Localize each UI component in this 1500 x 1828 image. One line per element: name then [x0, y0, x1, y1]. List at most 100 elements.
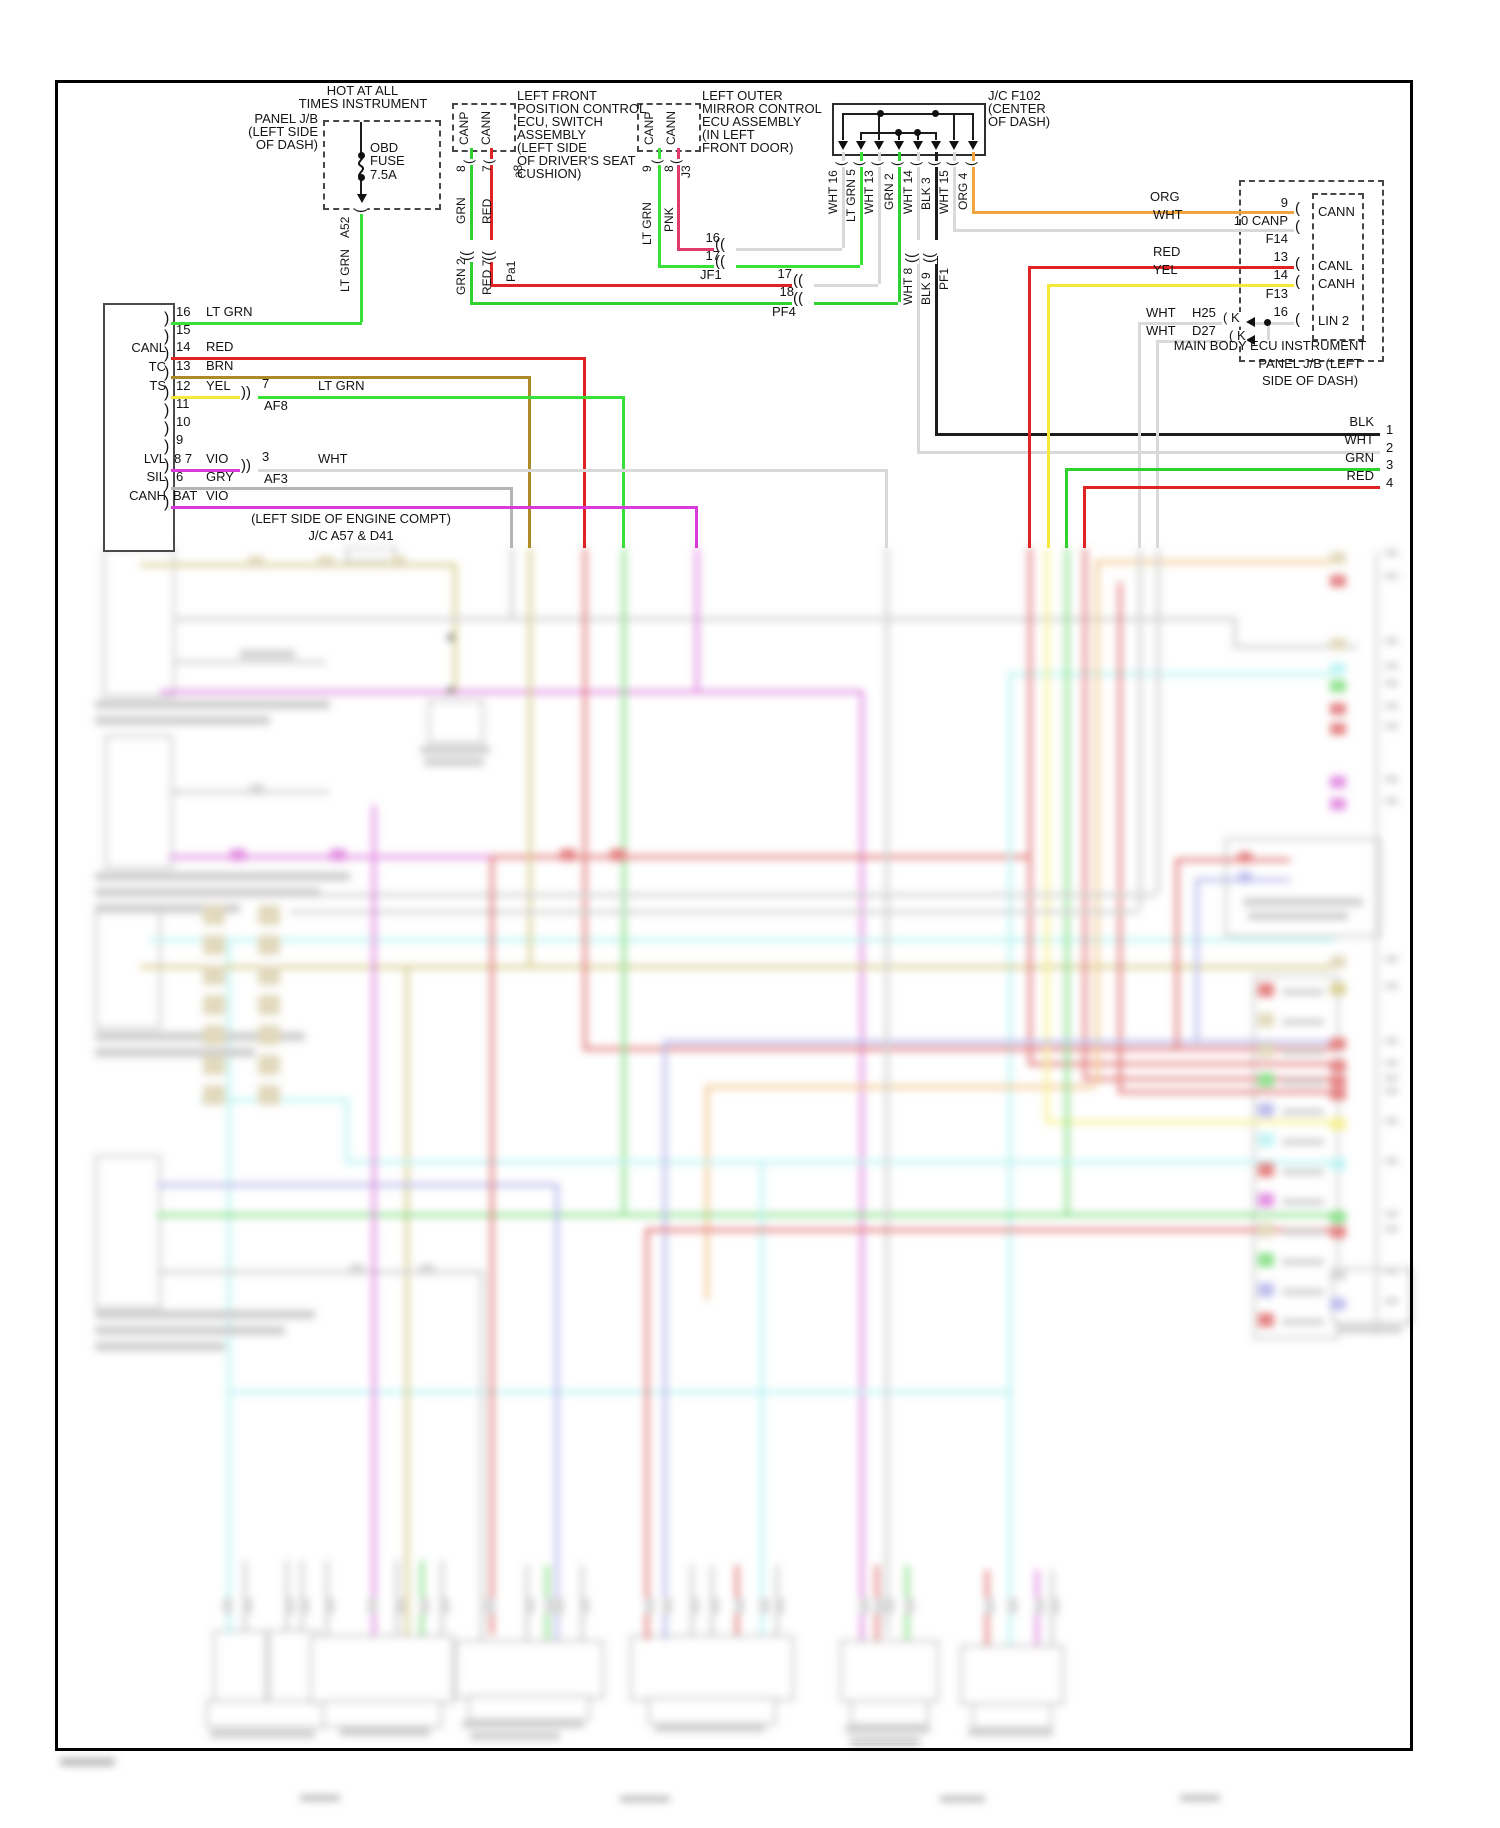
label: 18: [779, 284, 794, 299]
blurred-text-bar: [95, 888, 320, 897]
wire-cyn: [760, 1160, 764, 1635]
label: 16: [705, 230, 720, 245]
label: 10: [176, 414, 191, 429]
label: FUSE: [370, 153, 405, 168]
wire-yel: [1047, 284, 1050, 548]
label: YEL: [1153, 262, 1178, 277]
label: 4: [1386, 475, 1394, 490]
pin-block: [1258, 1313, 1274, 1327]
blurred-text-bar: [1385, 1118, 1398, 1124]
label: FRONT DOOR): [702, 140, 794, 155]
wire-cyn: [345, 1098, 349, 1160]
label: 6: [176, 469, 184, 484]
label: WHT 16: [826, 170, 840, 214]
pin-block: [203, 1025, 225, 1045]
pin-block: [775, 1598, 784, 1614]
component-box: [95, 1155, 161, 1309]
wire-vio: [169, 855, 490, 859]
blurred-text-bar: [1282, 1109, 1324, 1115]
wire-wht: [953, 152, 956, 229]
wire-yel: [1047, 284, 1294, 287]
wire-gry: [510, 548, 514, 617]
pin-block: [1258, 1253, 1274, 1267]
wire-gry: [176, 617, 1233, 621]
label: CANH: [129, 488, 166, 503]
label: SIDE OF DASH): [1261, 373, 1359, 388]
label: 10 CANP: [1233, 213, 1288, 228]
splice-symbol: ): [163, 494, 171, 511]
splice-symbol: (: [1294, 200, 1301, 217]
label: TIMES INSTRUMENT: [298, 96, 428, 111]
label: 2: [1386, 440, 1394, 455]
blurred-text-bar: [470, 1732, 560, 1740]
blurred-text-bar: [424, 758, 484, 766]
label: ECU, SWITCH: [517, 114, 603, 129]
pin-block: [645, 1598, 654, 1614]
wire-blu: [555, 1183, 559, 1640]
blurred-text-bar: [60, 1758, 115, 1766]
label: CANN: [479, 110, 493, 145]
wire-wht: [917, 256, 920, 451]
label: 7: [480, 165, 494, 172]
pin-block: [1330, 1038, 1346, 1050]
jc-a57-symbol: [346, 548, 396, 562]
blurred-text-bar: [1282, 1049, 1324, 1055]
wire-org: [705, 1085, 1095, 1089]
label: (CENTER: [988, 101, 1046, 116]
pin-block: [243, 1598, 252, 1614]
pin-block: [203, 965, 225, 985]
label: OBD: [370, 140, 399, 155]
label: CANH: [1318, 276, 1355, 291]
blurred-text-bar: [1282, 1199, 1324, 1205]
blurred-text-bar: [620, 1796, 670, 1802]
wire-gry: [1138, 548, 1142, 910]
pin-block: [1258, 1163, 1274, 1177]
label: CANN: [664, 110, 678, 145]
wire-blk: [972, 113, 974, 140]
wire-cyn: [227, 1390, 1008, 1394]
label: LIN 2: [1318, 313, 1350, 328]
splice-symbol: ((: [792, 290, 804, 307]
pin-block: [325, 1598, 334, 1614]
wire-wht: [953, 229, 1294, 232]
bottom-connector: [840, 1640, 939, 1702]
pin-block: [885, 1598, 894, 1614]
wire-vio: [695, 506, 698, 548]
wire-red: [583, 548, 587, 1047]
label: (LEFT SIDE OF ENGINE COMPT): [251, 511, 451, 526]
label: GRN 2: [454, 258, 468, 295]
wire-blu: [663, 1040, 667, 1640]
wire-khk: [405, 965, 409, 1635]
label: 9: [1280, 195, 1288, 210]
blurred-text-bar: [1282, 1319, 1324, 1325]
pin-block: [420, 1264, 434, 1275]
jc-f102-box: [832, 103, 986, 156]
pin-block: [203, 1085, 225, 1105]
wire-ltg: [658, 148, 661, 265]
label: ASSEMBLY: [517, 127, 587, 142]
pin-block: [1330, 798, 1346, 810]
wire-wht: [736, 248, 842, 251]
wire-ltg: [258, 396, 624, 399]
wire-khk: [140, 965, 1335, 969]
wire-red: [1028, 266, 1294, 269]
wire-cyn: [150, 938, 1335, 942]
wire-cyn: [1008, 672, 1335, 676]
pin-block: [1258, 1103, 1274, 1117]
pin-block: [875, 1598, 884, 1614]
pin-block: [1008, 1598, 1017, 1614]
splice-symbol: (: [869, 160, 884, 167]
blurred-text-bar: [1385, 956, 1398, 962]
label: 8 7: [174, 451, 193, 466]
wire-red: [1083, 486, 1380, 489]
pin-block: [300, 1598, 309, 1614]
blurred-text-bar: [95, 1032, 305, 1041]
blurred-text-bar: [1385, 1211, 1398, 1217]
splice-symbol: )): [240, 384, 252, 401]
pin-block: [368, 1598, 377, 1614]
pin-block: [1258, 1013, 1274, 1027]
pin-block: [1330, 776, 1346, 788]
wire-org: [972, 152, 975, 211]
label: (IN LEFT: [702, 127, 755, 142]
